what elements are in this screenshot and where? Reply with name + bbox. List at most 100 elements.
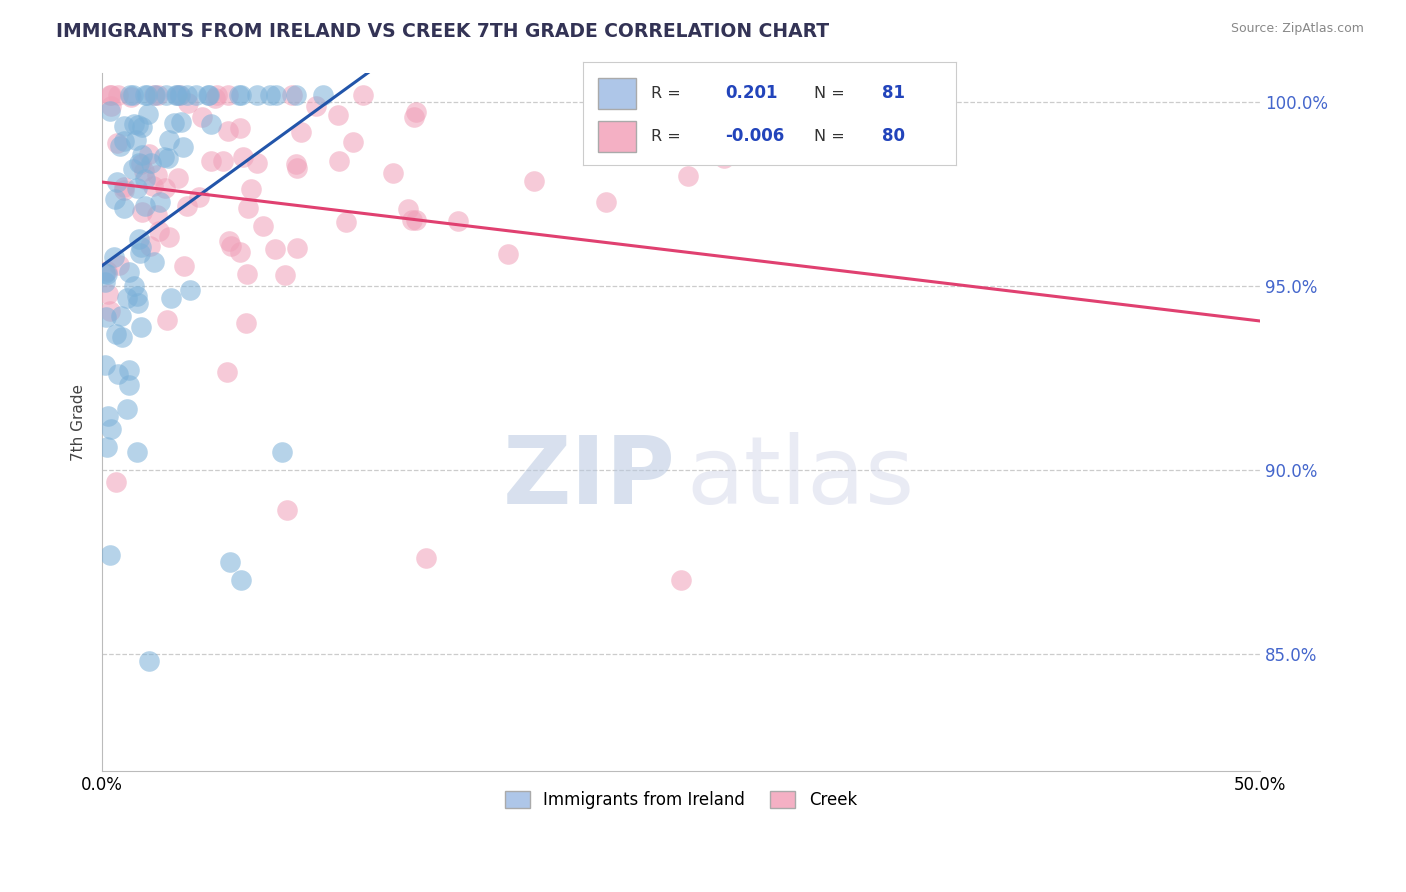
Point [143,88,166,103]
Text: 0.201: 0.201 [725,84,778,103]
Point [131,205,153,219]
Point [157,151,180,165]
Point [104,192,127,206]
Point [138,654,160,668]
Point [118,378,141,392]
Point [595,194,617,209]
Point [176,198,198,212]
Point [217,88,239,103]
Point [96,310,118,324]
Point [229,121,252,136]
Point [117,291,139,305]
Point [713,151,735,165]
Point [188,189,211,203]
Point [117,363,139,377]
Point [284,157,307,171]
Point [235,268,257,282]
Point [205,88,228,103]
FancyBboxPatch shape [599,78,636,109]
Point [447,214,470,228]
Point [112,180,135,194]
Point [342,135,364,149]
Point [312,88,335,103]
Point [271,444,294,458]
Point [127,289,149,303]
Point [229,245,252,260]
Point [328,154,350,169]
Y-axis label: 7th Grade: 7th Grade [72,384,86,460]
Point [381,166,404,180]
Point [212,153,235,168]
Point [127,118,149,132]
Point [125,181,148,195]
Point [134,199,156,213]
Text: 81: 81 [882,84,904,103]
Point [127,296,149,310]
Point [166,88,188,103]
Point [148,224,170,238]
Point [405,213,427,227]
Text: ZIP: ZIP [502,432,675,524]
Point [124,279,146,293]
Point [142,88,165,103]
Point [128,246,150,260]
Point [669,573,692,587]
Point [112,135,135,149]
Text: -0.006: -0.006 [725,128,785,145]
Point [138,147,160,161]
Point [134,172,156,186]
Point [165,88,187,103]
Point [236,201,259,215]
Point [118,265,141,279]
Point [146,168,169,182]
Point [110,139,132,153]
Point [405,105,427,120]
Point [235,316,257,330]
Point [105,175,128,189]
Point [218,555,240,569]
Point [285,88,308,103]
Point [110,309,132,323]
Point [100,99,122,113]
Point [326,108,349,122]
Point [98,304,121,318]
Point [198,88,221,103]
Point [191,110,214,124]
Point [167,88,190,103]
Point [136,107,159,121]
Point [125,444,148,458]
Point [264,242,287,256]
Point [186,88,208,103]
Point [217,124,239,138]
Point [129,320,152,334]
Point [122,117,145,131]
Point [122,161,145,176]
Point [96,268,118,282]
Point [197,88,219,103]
Point [163,116,186,130]
Point [128,232,150,246]
Point [146,88,169,103]
Text: IMMIGRANTS FROM IRELAND VS CREEK 7TH GRADE CORRELATION CHART: IMMIGRANTS FROM IRELAND VS CREEK 7TH GRA… [56,22,830,41]
Point [112,201,135,215]
Point [155,313,177,327]
Point [676,169,699,184]
Point [274,268,297,282]
Point [122,88,145,103]
Point [276,503,298,517]
Point [105,326,128,341]
Point [104,475,127,489]
Point [96,441,118,455]
Point [246,156,269,170]
Point [157,133,180,147]
Point [134,88,156,103]
Point [103,250,125,264]
Point [107,88,129,103]
Point [239,182,262,196]
Point [401,212,423,227]
Point [98,104,121,119]
Text: N =: N = [814,86,845,101]
Point [167,171,190,186]
Point [523,174,546,188]
Point [107,368,129,382]
